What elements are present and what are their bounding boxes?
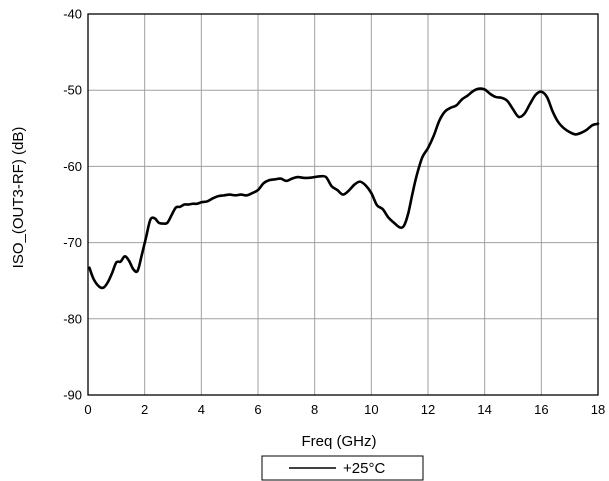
x-tick-label: 18: [591, 402, 605, 417]
legend-box: [261, 455, 424, 481]
x-tick-label: 2: [141, 402, 148, 417]
x-tick-label: 10: [364, 402, 378, 417]
plot-background: [88, 14, 598, 395]
x-tick-label: 6: [254, 402, 261, 417]
y-tick-label: -90: [63, 388, 82, 403]
x-tick-labels: 0 2 4 6 8 10 12 14 16 18: [84, 402, 605, 417]
legend-label: +25°C: [343, 460, 385, 477]
y-tick-label: -50: [63, 83, 82, 98]
y-tick-label: -40: [63, 7, 82, 22]
x-tick-label: 8: [311, 402, 318, 417]
y-axis-label: ISO_(OUT3-RF) (dB): [10, 127, 27, 269]
y-tick-labels: -90 -80 -70 -60 -50 -40: [63, 7, 82, 403]
series-line-0: [88, 87, 600, 290]
plot-frame: [87, 13, 599, 396]
legend: +25°C: [261, 455, 424, 481]
x-axis-label: Freq (GHz): [302, 433, 377, 450]
x-tick-label: 4: [198, 402, 205, 417]
y-tick-label: -60: [63, 159, 82, 174]
x-tick-label: 12: [421, 402, 435, 417]
y-tick-label: -80: [63, 311, 82, 326]
x-tick-label: 0: [84, 402, 91, 417]
y-tick-label: -70: [63, 235, 82, 250]
x-tick-label: 16: [534, 402, 548, 417]
grid: [88, 14, 598, 395]
series-layer: [88, 87, 600, 290]
x-tick-label: 14: [477, 402, 491, 417]
